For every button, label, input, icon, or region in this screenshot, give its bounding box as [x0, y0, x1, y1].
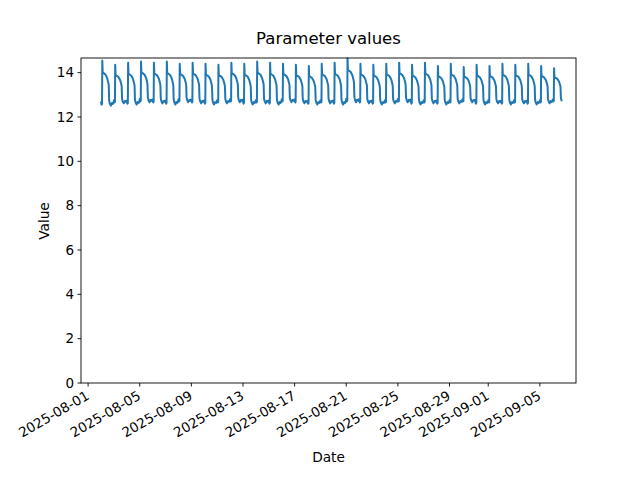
- x-axis-label: Date: [312, 449, 345, 465]
- y-tick-label: 12: [57, 109, 74, 125]
- y-axis-label: Value: [36, 202, 52, 240]
- y-tick-label: 6: [65, 242, 74, 258]
- y-tick-label: 0: [65, 375, 74, 391]
- y-tick-label: 14: [57, 64, 74, 80]
- y-tick-label: 4: [65, 286, 74, 302]
- y-tick-label: 8: [65, 197, 74, 213]
- figure: Parameter values 02468101214 2025-08-012…: [0, 0, 640, 480]
- y-tick-label: 10: [57, 153, 74, 169]
- line-chart-canvas: Parameter values 02468101214 2025-08-012…: [0, 0, 640, 480]
- chart-title: Parameter values: [256, 29, 401, 48]
- y-tick-label: 2: [65, 330, 74, 346]
